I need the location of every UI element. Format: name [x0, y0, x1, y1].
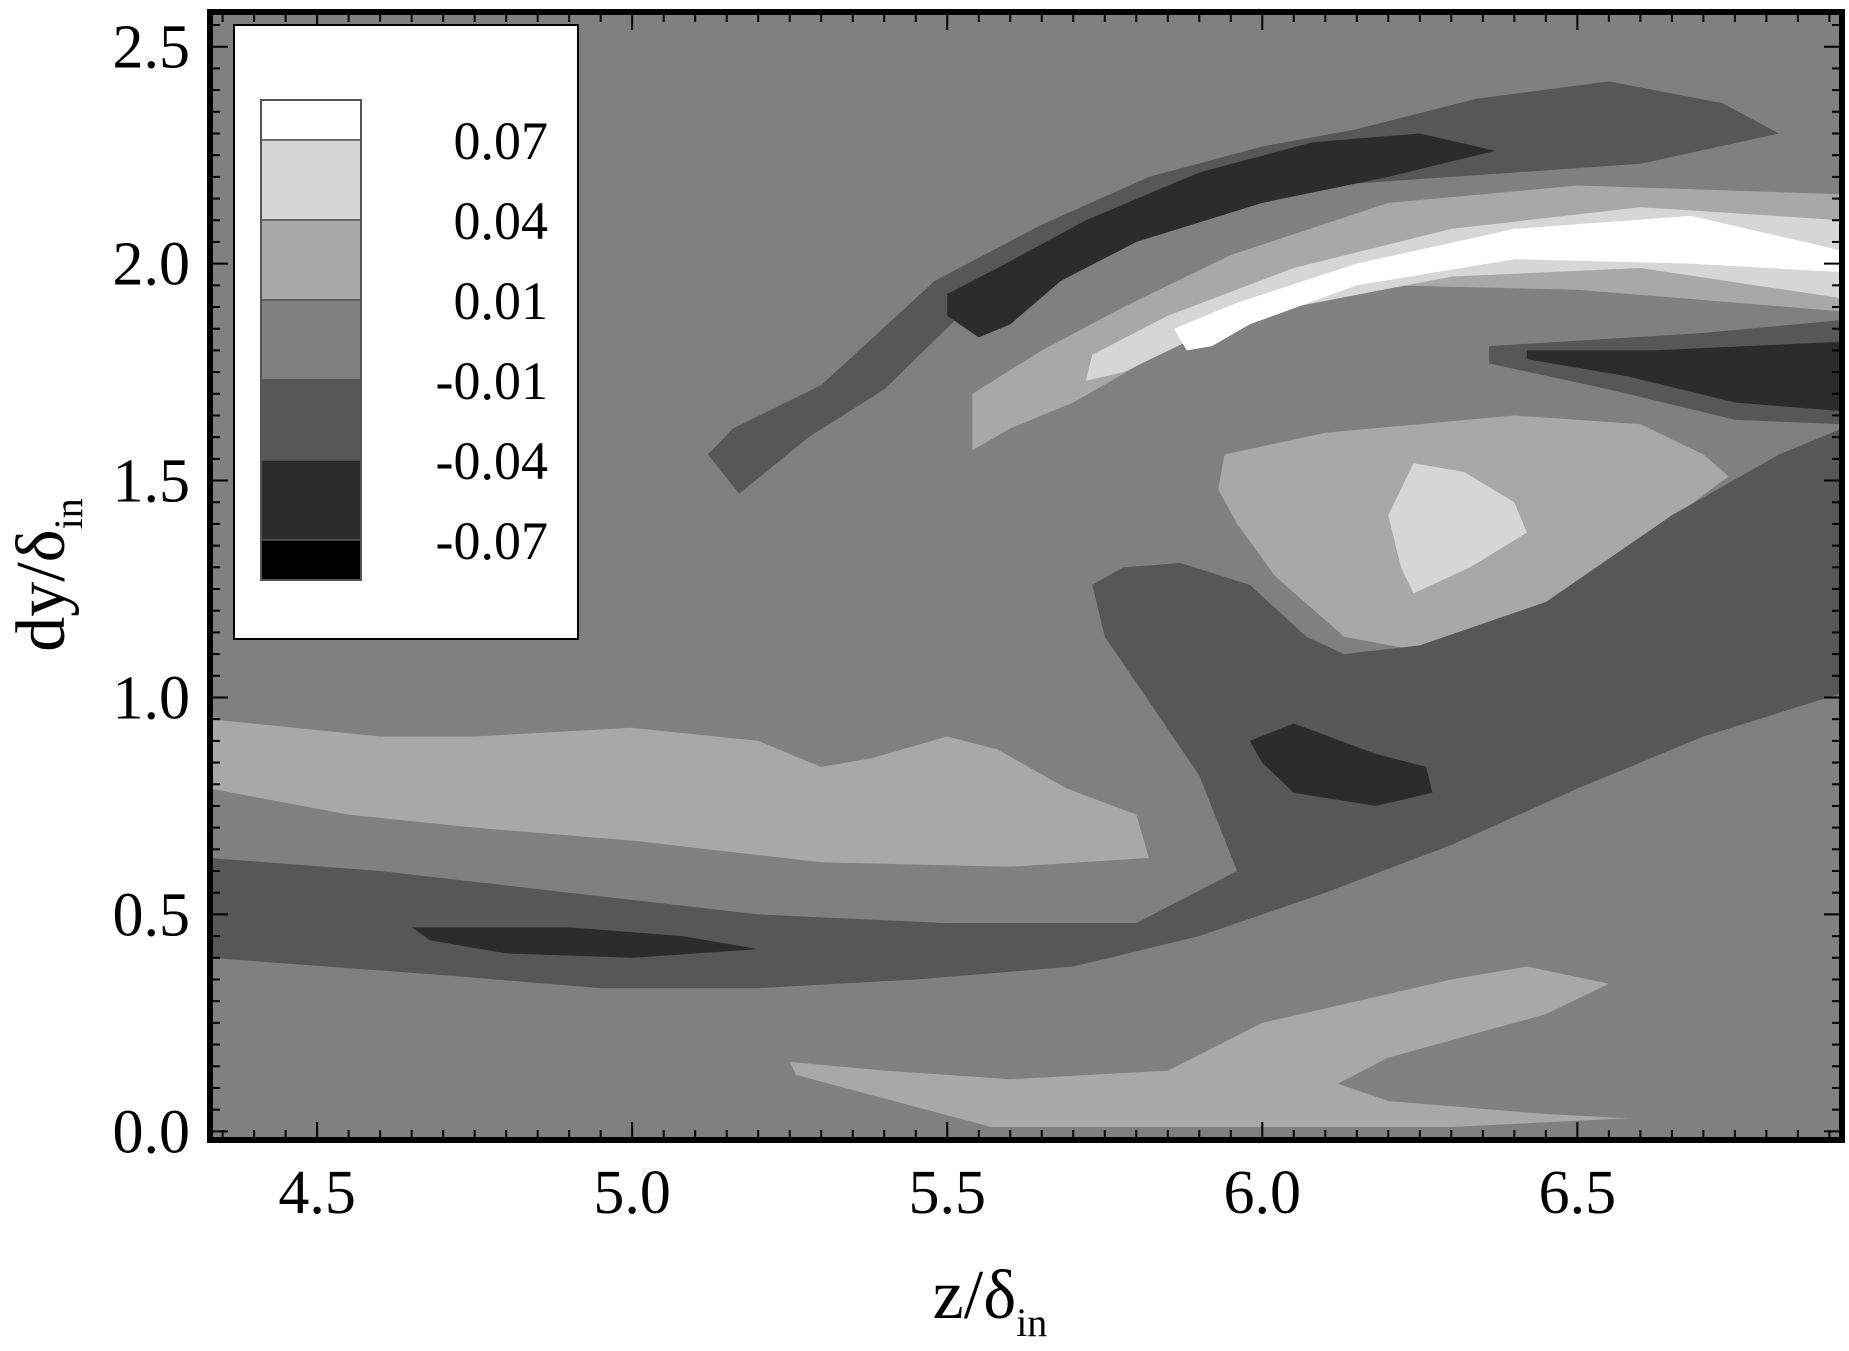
- legend-swatches: [260, 99, 362, 581]
- y-tick-label: 2.0: [113, 231, 191, 299]
- x-tick-label: 5.0: [593, 1159, 671, 1227]
- x-axis-title-main: z/δ: [933, 1257, 1017, 1334]
- legend: 0.07 0.04 0.01 -0.01 -0.04 -0.07: [233, 24, 579, 640]
- legend-level-label: -0.01: [436, 351, 548, 411]
- legend-swatch: [260, 539, 362, 581]
- contour-region-lower-dark-streak: [411, 927, 759, 958]
- legend-level-label: 0.04: [454, 191, 549, 251]
- contour-region-upper-jet-core: [1174, 215, 1842, 351]
- x-tick-label: 4.5: [278, 1159, 356, 1227]
- contour-region-left-band-outer: [210, 719, 1149, 867]
- legend-labels: 0.07 0.04 0.01 -0.01 -0.04 -0.07: [436, 111, 548, 571]
- x-tick-label: 6.0: [1224, 1159, 1302, 1227]
- contour-region-lower-swirl: [210, 428, 1842, 989]
- x-axis-title: z/δin: [933, 1257, 1048, 1345]
- legend-colorbar-border: [260, 99, 362, 581]
- legend-swatch: [260, 299, 362, 381]
- x-tick-label: 5.5: [908, 1159, 986, 1227]
- legend-level-label: -0.07: [436, 511, 548, 571]
- y-tick-label: 0.0: [113, 1098, 191, 1166]
- legend-level-label: 0.01: [454, 271, 549, 331]
- x-tick-label: 6.5: [1539, 1159, 1617, 1227]
- y-tick-label: 2.5: [113, 14, 191, 82]
- legend-swatch: [260, 379, 362, 461]
- plot-frame: [207, 9, 1845, 1143]
- contour-regions: [210, 81, 1842, 1127]
- legend-level-label: -0.04: [436, 431, 548, 491]
- y-axis-title-subscript: in: [46, 498, 91, 529]
- x-axis-ticks: [221, 12, 1831, 1140]
- contour-region-bottom-band: [789, 966, 1628, 1127]
- contour-region-center-blob-core: [1388, 463, 1527, 594]
- legend-swatch: [260, 139, 362, 221]
- y-tick-label: 1.0: [113, 664, 191, 732]
- legend-swatch: [260, 99, 362, 141]
- x-axis-tick-labels: 4.5 5.0 5.5 6.0 6.5: [278, 1159, 1616, 1227]
- legend-swatch: [260, 459, 362, 541]
- legend-swatch: [260, 219, 362, 301]
- y-axis-title-main: dy/δ: [3, 529, 80, 651]
- y-axis-tick-labels: 0.0 0.5 1.0 1.5 2.0 2.5: [113, 14, 191, 1167]
- contour-region-mid-dark-spot: [1249, 723, 1433, 806]
- y-axis-title: dy/δin: [3, 498, 91, 652]
- contour-region-upper-ridge-core: [947, 133, 1496, 338]
- contour-region-right-band-upper-core: [1526, 341, 1842, 412]
- y-axis-ticks: [210, 24, 1842, 1133]
- legend-level-label: 0.07: [454, 111, 549, 171]
- y-tick-label: 0.5: [113, 881, 191, 949]
- y-tick-label: 1.5: [113, 448, 191, 516]
- x-axis-title-subscript: in: [1016, 1300, 1047, 1345]
